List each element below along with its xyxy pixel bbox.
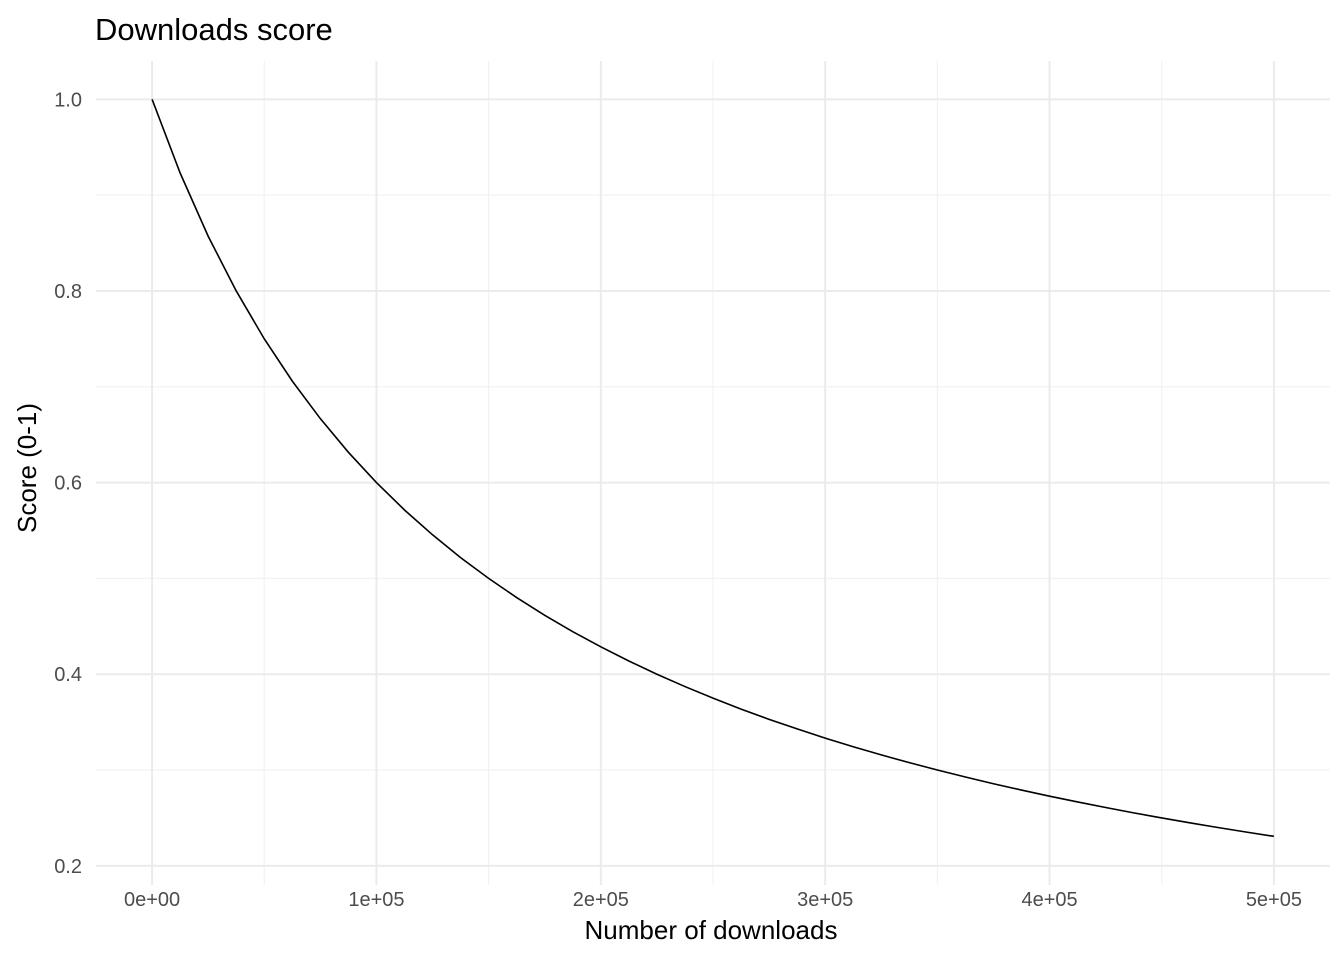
y-tick-label: 0.8 [54, 281, 82, 303]
y-tick-label: 1.0 [54, 89, 82, 111]
x-tick-label: 4e+05 [1021, 889, 1077, 911]
x-tick-label: 0e+00 [124, 889, 180, 911]
y-tick-label: 0.6 [54, 473, 82, 495]
grid [96, 61, 1330, 885]
x-tick-label: 1e+05 [348, 889, 404, 911]
y-axis-title: Score (0-1) [12, 403, 42, 533]
y-tick-label: 0.2 [54, 856, 82, 878]
y-tick-label: 0.4 [54, 664, 82, 686]
x-tick-label: 3e+05 [797, 889, 853, 911]
series-line [151, 99, 1275, 838]
x-tick-label: 2e+05 [573, 889, 629, 911]
x-axis-title: Number of downloads [585, 915, 838, 945]
chart-title: Downloads score [95, 12, 333, 47]
x-axis: 0e+00 1e+05 2e+05 3e+05 4e+05 5e+05 [124, 889, 1302, 911]
y-axis: 0.2 0.4 0.6 0.8 1.0 [54, 89, 82, 878]
x-tick-label: 5e+05 [1246, 889, 1302, 911]
plot-area [151, 99, 1275, 838]
